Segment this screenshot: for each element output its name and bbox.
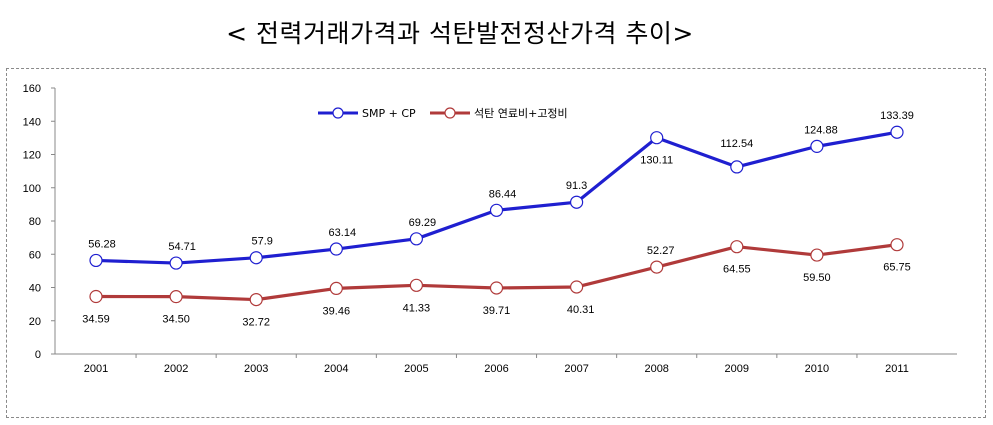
data-point bbox=[89, 289, 103, 304]
data-point bbox=[169, 290, 183, 304]
data-label: 86.44 bbox=[489, 188, 517, 200]
data-point bbox=[169, 256, 183, 270]
data-point bbox=[329, 242, 343, 256]
data-point bbox=[890, 125, 904, 139]
legend-marker bbox=[444, 107, 456, 119]
data-point bbox=[249, 293, 263, 307]
data-label: 32.72 bbox=[242, 317, 270, 329]
x-tick-label: 2011 bbox=[885, 363, 909, 375]
x-tick-label: 2007 bbox=[564, 363, 588, 375]
data-label: 41.33 bbox=[403, 302, 431, 314]
data-label: 133.39 bbox=[880, 110, 914, 122]
y-tick-label: 120 bbox=[23, 150, 41, 162]
data-point bbox=[89, 253, 103, 268]
data-point bbox=[329, 281, 343, 295]
data-label: 56.28 bbox=[88, 238, 116, 250]
y-tick-label: 40 bbox=[29, 283, 41, 295]
data-label: 91.3 bbox=[566, 180, 587, 192]
data-label: 65.75 bbox=[883, 262, 911, 274]
data-point bbox=[409, 232, 423, 246]
data-label: 39.71 bbox=[483, 305, 511, 317]
y-tick-label: 80 bbox=[29, 216, 41, 228]
data-point bbox=[489, 281, 504, 295]
legend-label: SMP + CP bbox=[362, 107, 416, 120]
data-label: 40.31 bbox=[567, 304, 595, 316]
data-point bbox=[810, 248, 824, 262]
y-tick-label: 160 bbox=[23, 83, 41, 95]
data-label: 112.54 bbox=[720, 138, 753, 150]
x-tick-label: 2001 bbox=[84, 363, 108, 375]
legend: SMP + CP 석탄 연료비+고정비 bbox=[318, 107, 568, 120]
data-label: 57.9 bbox=[251, 236, 272, 248]
data-point bbox=[249, 251, 263, 265]
legend-marker bbox=[332, 107, 344, 119]
chart-frame bbox=[6, 68, 986, 418]
page-title: < 전력거래가격과 석탄발전정산가격 추이> bbox=[226, 19, 694, 48]
data-point bbox=[890, 238, 904, 252]
data-point bbox=[730, 160, 744, 174]
x-tick-label: 2003 bbox=[244, 363, 268, 375]
data-label: 39.46 bbox=[323, 305, 351, 317]
y-tick-label: 20 bbox=[29, 316, 41, 328]
data-label: 54.71 bbox=[168, 241, 196, 253]
x-tick-label: 2002 bbox=[164, 363, 188, 375]
y-axis-ticks: 0 20 40 60 80 100 120 140 160 bbox=[23, 83, 55, 361]
x-tick-label: 2010 bbox=[805, 363, 829, 375]
data-label: 63.14 bbox=[329, 227, 357, 239]
data-point bbox=[650, 260, 664, 274]
x-tick-label: 2005 bbox=[404, 363, 428, 375]
y-tick-label: 0 bbox=[35, 349, 41, 361]
data-label: 124.88 bbox=[804, 124, 838, 136]
series-layer bbox=[89, 125, 904, 307]
x-tick-label: 2009 bbox=[725, 363, 749, 375]
y-tick-label: 60 bbox=[29, 249, 41, 261]
data-point bbox=[569, 195, 584, 209]
data-label: 59.50 bbox=[803, 272, 831, 284]
data-point bbox=[650, 131, 664, 145]
data-label: 52.27 bbox=[647, 245, 675, 257]
data-point bbox=[569, 280, 584, 294]
data-point bbox=[810, 139, 824, 153]
data-label: 64.55 bbox=[723, 264, 751, 276]
data-label: 130.11 bbox=[640, 155, 673, 167]
y-tick-label: 100 bbox=[23, 183, 41, 195]
x-tick-label: 2004 bbox=[324, 363, 348, 375]
legend-label: 석탄 연료비+고정비 bbox=[474, 107, 568, 120]
data-point bbox=[489, 203, 504, 217]
y-tick-label: 140 bbox=[23, 116, 41, 128]
x-axis-ticks: 2001 2002 2003 2004 2005 2006 2007 2008 2009 2010… bbox=[84, 354, 909, 375]
data-point bbox=[730, 240, 744, 254]
x-tick-label: 2008 bbox=[644, 363, 668, 375]
data-point bbox=[409, 278, 423, 292]
x-tick-label: 2006 bbox=[484, 363, 508, 375]
data-label: 69.29 bbox=[409, 217, 437, 229]
data-label: 34.50 bbox=[162, 314, 190, 326]
data-labels: 56.28 54.71 57.9 63.14 69.29 86.44 91.3 130.11 1… bbox=[82, 110, 914, 328]
data-label: 34.59 bbox=[82, 313, 110, 325]
